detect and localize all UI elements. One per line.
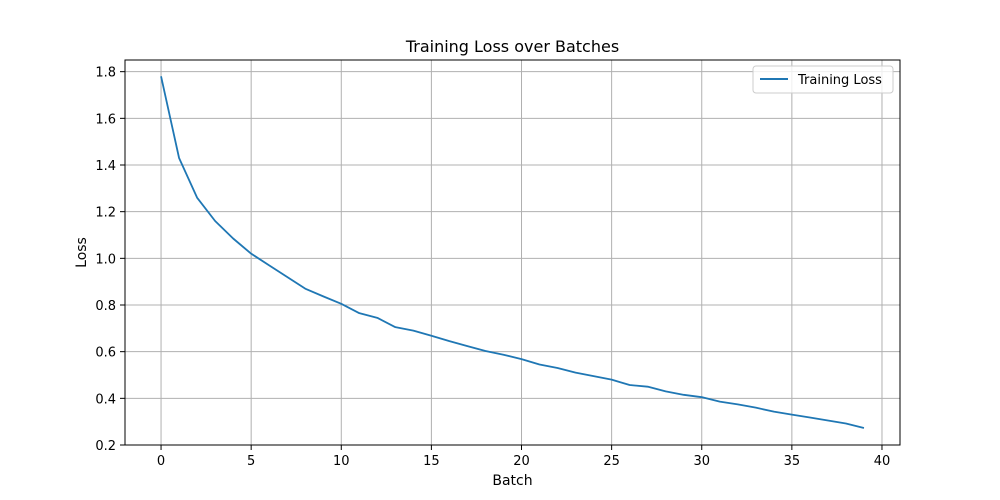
x-axis: 0 5 10 15 20 25 30 35 40 bbox=[157, 445, 890, 469]
y-tick-label: 1.6 bbox=[95, 112, 116, 127]
x-axis-title: Batch bbox=[492, 473, 532, 489]
x-tick-label: 0 bbox=[157, 454, 165, 469]
x-tick-label: 5 bbox=[247, 454, 255, 469]
series-line-training-loss bbox=[160, 76, 865, 429]
legend-box bbox=[752, 65, 894, 94]
y-tick-label: 0.4 bbox=[95, 392, 116, 407]
y-tick-label: 0.6 bbox=[95, 346, 116, 361]
x-tick-label: 20 bbox=[513, 454, 530, 469]
legend-label: Training Loss bbox=[797, 73, 882, 88]
plot-frame bbox=[124, 59, 901, 446]
y-tick-label: 0.2 bbox=[95, 439, 116, 454]
x-tick-label: 40 bbox=[874, 454, 891, 469]
series-layer bbox=[160, 76, 865, 429]
x-tick-label: 25 bbox=[603, 454, 620, 469]
x-tick-label: 35 bbox=[784, 454, 801, 469]
y-axis-title: Loss bbox=[74, 237, 90, 268]
y-tick-label: 1.4 bbox=[95, 159, 116, 174]
legend: Training Loss bbox=[752, 65, 894, 94]
chart-title: Training Loss over Batches bbox=[405, 37, 619, 56]
y-tick-label: 1.8 bbox=[95, 66, 116, 81]
y-axis: 0.2 0.4 0.6 0.8 1.0 1.2 1.4 1.6 1.8 bbox=[95, 66, 125, 454]
x-tick-label: 30 bbox=[693, 454, 710, 469]
y-tick-label: 1.0 bbox=[95, 252, 116, 267]
x-tick-label: 15 bbox=[423, 454, 440, 469]
y-tick-label: 0.8 bbox=[95, 299, 116, 314]
x-tick-label: 10 bbox=[333, 454, 350, 469]
y-tick-label: 1.2 bbox=[95, 206, 116, 221]
